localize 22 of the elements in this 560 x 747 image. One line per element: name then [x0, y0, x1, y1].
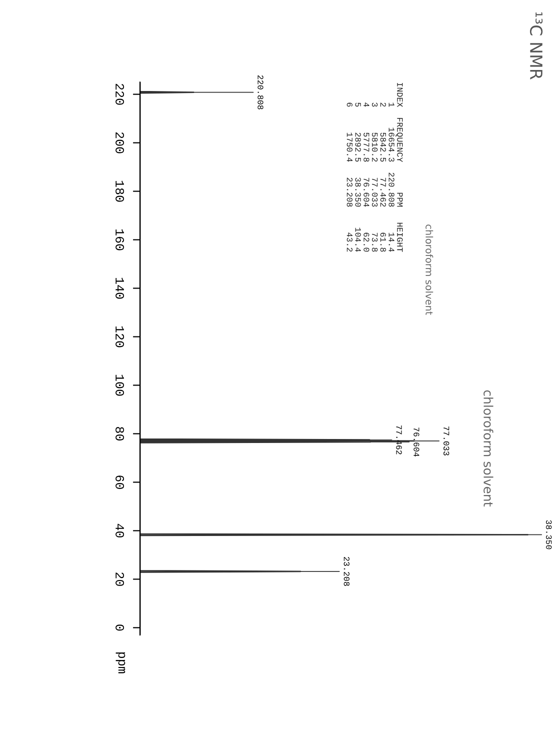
annotation: chloroform solvent: [484, 390, 494, 506]
annotation: chloroform solvent: [426, 224, 434, 315]
annotation: 76.604: [414, 428, 420, 457]
chart-title: ¹³C NMR: [530, 12, 543, 80]
y-tick-label: 60: [116, 476, 124, 489]
annotation: 77.033: [444, 426, 450, 456]
annotation: INDEX FREQUENCY PPM HEIGHT 1 16654.3 220.808 14.4 2 5842.5 77.462 61.8 3 5810.2 77.033 73.8 4 5777.8 76.604 62.0 5 2892.5 38.350 104.4 6 1750.4 23.208 43.2: [346, 82, 403, 252]
y-tick-label: 0: [116, 624, 124, 631]
y-tick-label: 140: [116, 278, 124, 299]
y-tick-label: 180: [116, 180, 124, 202]
y-tick-label: 80: [116, 427, 124, 440]
y-tick-label: 120: [116, 326, 124, 348]
annotation: 23.208: [344, 556, 350, 586]
y-tick-label: 200: [116, 132, 124, 154]
y-tick-label: 40: [116, 524, 124, 538]
y-axis-title: ppm: [116, 652, 126, 674]
y-tick-label: 160: [116, 229, 124, 250]
y-tick-label: 100: [116, 374, 124, 396]
annotation: 220.808: [258, 75, 264, 110]
y-tick-label: 220: [116, 84, 124, 105]
y-tick-label: 20: [116, 572, 124, 586]
text: 38.350: [546, 520, 552, 550]
